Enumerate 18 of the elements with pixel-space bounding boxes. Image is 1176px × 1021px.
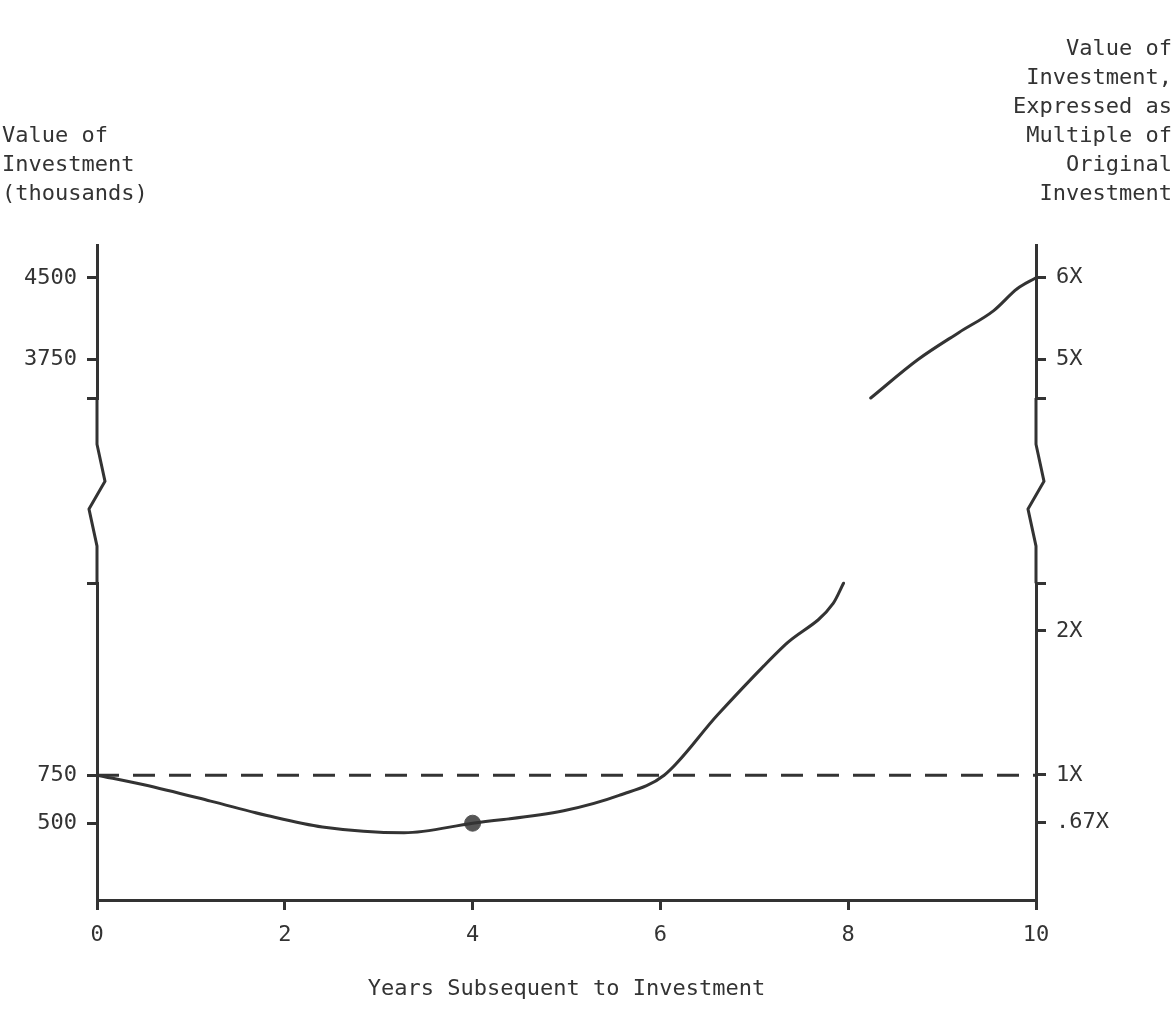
y-tick-label: 750: [37, 760, 77, 786]
y-tick-label: 3750: [24, 345, 77, 371]
x-tick-label: 2: [278, 920, 292, 946]
x-tick-label: 0: [90, 920, 104, 946]
y-tick-label: 4500: [24, 263, 77, 289]
y2-tick-label: 1X: [1056, 760, 1084, 786]
x-axis-title: Years Subsequent to Investment: [367, 975, 766, 1000]
y2-tick-label: .67X: [1056, 808, 1110, 834]
y2-tick-label: 2X: [1056, 616, 1084, 642]
x-tick-label: 4: [465, 920, 480, 946]
y2-tick-label: 5X: [1056, 345, 1084, 371]
y-axis-title: Value of Investment (thousands): [2, 122, 148, 205]
x-tick-label: 6: [653, 920, 668, 946]
y2-axis-title: Value of Investment, Expressed as Multiple of Original Investment: [1013, 35, 1172, 205]
x-tick-label: 8: [841, 920, 855, 946]
x-tick-label: 10: [1022, 920, 1050, 946]
y-tick-label: 500: [37, 808, 77, 834]
y2-tick-label: 6X: [1056, 263, 1084, 289]
